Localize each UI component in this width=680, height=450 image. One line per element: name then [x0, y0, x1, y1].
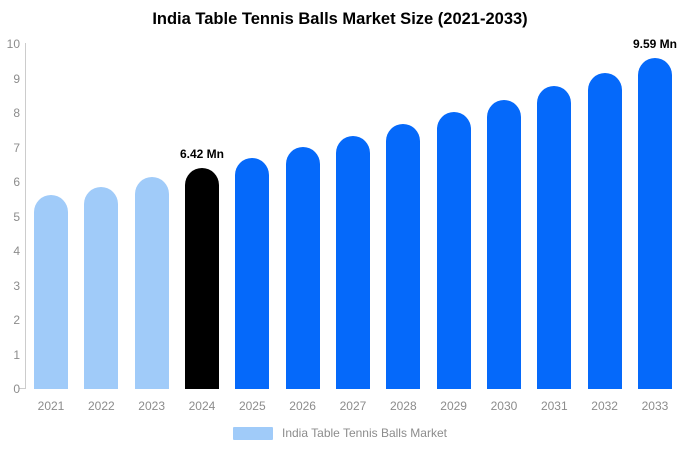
y-tick-label: 3: [13, 278, 20, 293]
y-tick-label: 4: [13, 244, 20, 258]
y-tick-label: 7: [13, 140, 20, 155]
bar-2026: [285, 146, 320, 389]
bar-2025: [235, 157, 270, 389]
bar-2023: [134, 177, 169, 389]
x-tick-label-2022: 2022: [87, 399, 115, 413]
x-tick-label-2029: 2029: [440, 399, 467, 413]
x-tick-label-2031: 2031: [540, 399, 568, 413]
y-axis-zero-tick: [19, 388, 25, 389]
bar-2028: [386, 124, 421, 389]
x-tick-label-2024: 2024: [188, 399, 216, 413]
legend-swatch: [233, 426, 273, 440]
bar-2027: [335, 135, 370, 389]
bar-2033: [637, 58, 672, 389]
y-tick-label: 5: [13, 209, 20, 224]
bar-2022: [84, 186, 119, 389]
x-tick-label-2033: 2033: [641, 399, 669, 413]
y-tick-label: 2: [13, 313, 20, 327]
bar-2030: [486, 99, 521, 389]
x-tick-label-2030: 2030: [490, 399, 518, 413]
y-tick-label: 8: [13, 106, 20, 120]
bar-2032: [587, 72, 622, 389]
y-tick-label: 6: [13, 175, 20, 189]
y-tick-label: 10: [6, 37, 20, 51]
bar-annotation-2033: 9.59 Mn: [632, 37, 677, 52]
bar-2024: [184, 167, 219, 389]
chart-title: India Table Tennis Balls Market Size (20…: [152, 10, 528, 28]
x-tick-label-2026: 2026: [289, 399, 316, 413]
x-tick-label-2027: 2027: [339, 399, 367, 413]
bar-annotation-2024: 6.42 Mn: [179, 146, 224, 161]
bar-2029: [436, 112, 471, 389]
y-tick-label: 1: [13, 347, 20, 362]
x-tick-label-2032: 2032: [591, 399, 618, 413]
y-axis-line: [25, 43, 26, 389]
bar-2031: [537, 86, 572, 389]
x-tick-label-2023: 2023: [138, 399, 165, 413]
legend-label: India Table Tennis Balls Market: [282, 426, 447, 440]
y-tick-label: 0: [13, 382, 20, 396]
bar-2021: [34, 195, 68, 389]
chart-legend: India Table Tennis Balls Market: [0, 426, 680, 440]
x-tick-label-2021: 2021: [37, 399, 65, 413]
x-tick-label-2028: 2028: [389, 399, 417, 413]
x-tick-label-2025: 2025: [238, 399, 266, 413]
y-tick-label: 9: [13, 71, 20, 86]
